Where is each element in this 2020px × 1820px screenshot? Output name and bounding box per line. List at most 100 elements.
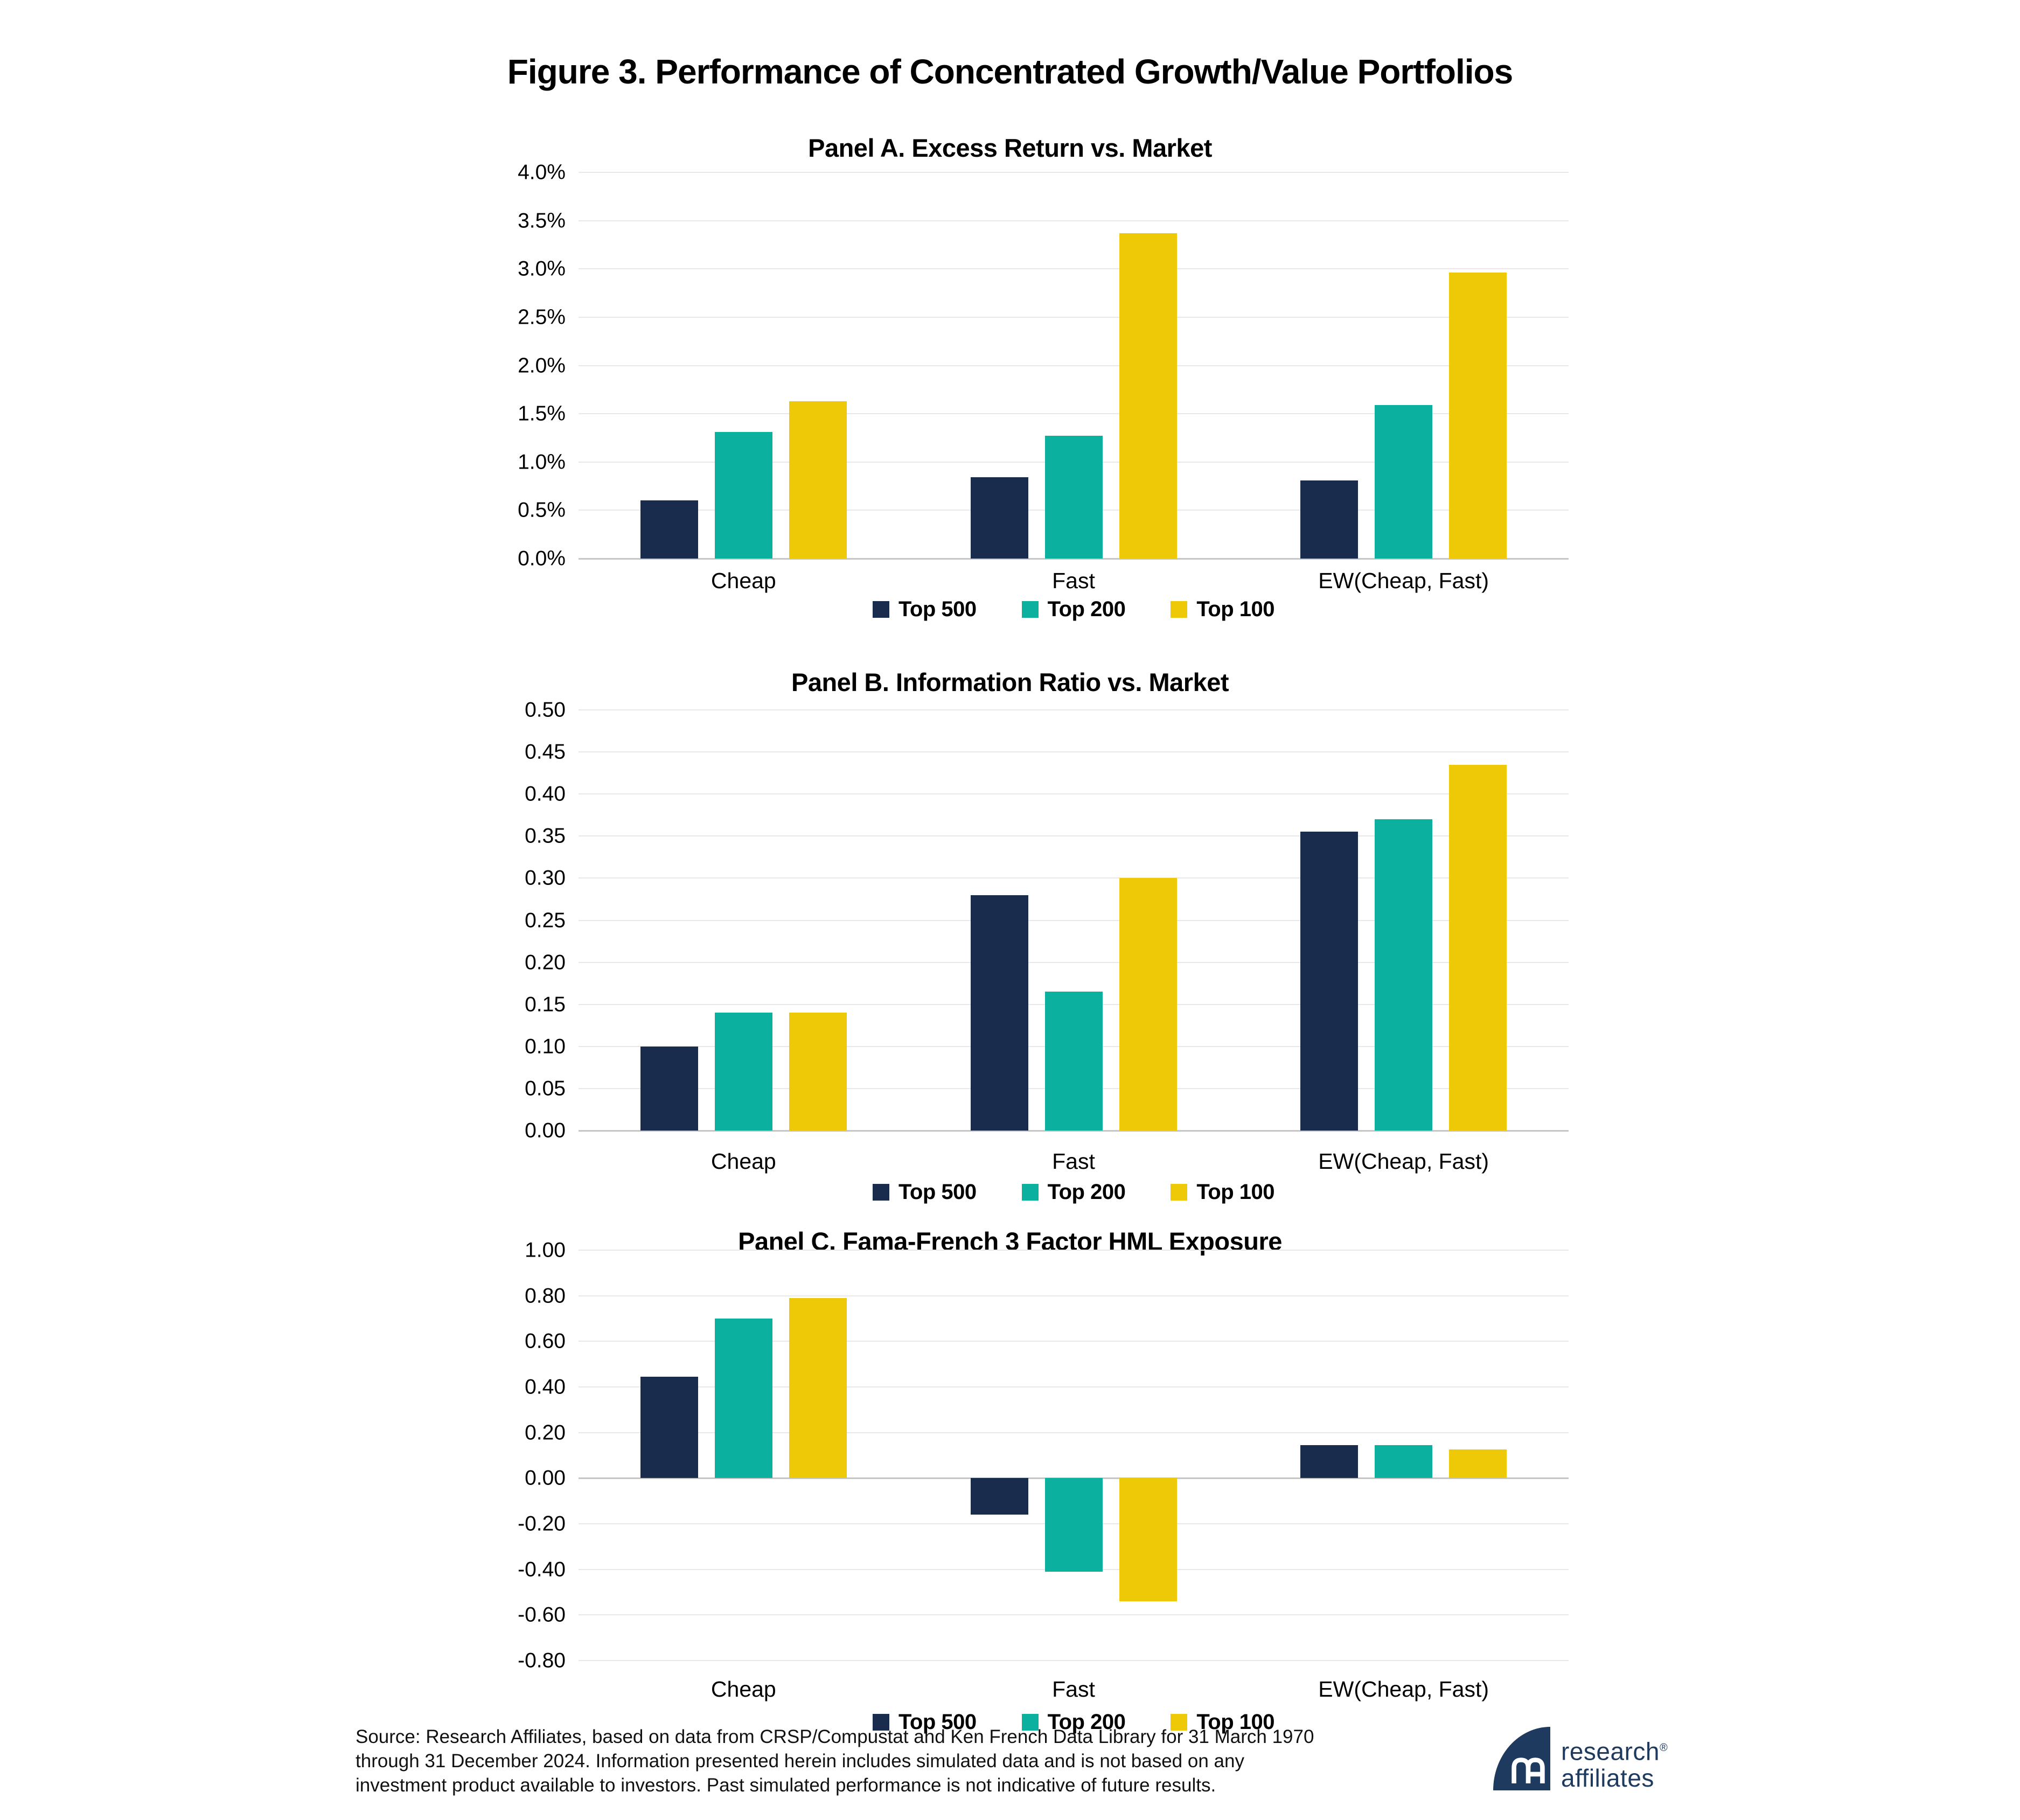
bar-top-100-ew-cheap-fast-: [1449, 273, 1507, 559]
bar-top-100-cheap: [789, 1013, 847, 1131]
category-label: EW(Cheap, Fast): [1318, 568, 1489, 593]
y-axis-tick-label: 0.45: [525, 740, 566, 764]
bar-top-500-cheap: [640, 1376, 698, 1479]
y-axis-tick-label: 0.15: [525, 993, 566, 1016]
panel-c-legend: Top 500 Top 200 Top 100: [579, 1710, 1569, 1734]
bar-top-100-fast: [1119, 878, 1177, 1131]
gridline: [579, 919, 1569, 921]
gridline: [579, 413, 1569, 415]
bar-top-100-fast: [1119, 233, 1177, 559]
panel-c-title: Panel C. Fama-French 3 Factor HML Exposu…: [738, 1227, 1282, 1256]
panel-c-category-axis: Cheap Fast EW(Cheap, Fast): [579, 1677, 1569, 1704]
panel-b-legend: Top 500 Top 200 Top 100: [579, 1180, 1569, 1204]
logo-wordmark: research® affiliates: [1561, 1727, 1668, 1791]
bar-top-100-ew-cheap-fast-: [1449, 764, 1507, 1131]
panel-a-plot-area: 4.0% 3.5% 3.0% 2.5% 2.0% 1.5% 1.0% 0.5% 0.0%: [518, 162, 1569, 569]
bar-top-200-ew-cheap-fast-: [1375, 819, 1433, 1131]
y-axis-tick-label: 0.00: [525, 1119, 566, 1142]
category-label: Cheap: [711, 1677, 776, 1702]
bar-top-200-fast: [1044, 1478, 1103, 1572]
figure-title: Figure 3. Performance of Concentrated Gr…: [507, 52, 1513, 91]
y-axis-tick-label: 0.5%: [518, 498, 566, 522]
zero-axis-line: [579, 557, 1569, 560]
panel-b-category-axis: Cheap Fast EW(Cheap, Fast): [579, 1149, 1569, 1176]
panel-a-chart: 4.0% 3.5% 3.0% 2.5% 2.0% 1.5% 1.0% 0.5% 0.0% Che…: [518, 162, 1569, 621]
gridline: [579, 1250, 1569, 1251]
gridline: [579, 172, 1569, 173]
gridline: [579, 316, 1569, 318]
y-axis-tick-label: 0.50: [525, 698, 566, 722]
legend-item-top-500: Top 500: [872, 597, 977, 622]
legend-swatch-icon: [1021, 1184, 1039, 1201]
legend-label: Top 500: [898, 1180, 977, 1204]
legend-item-top-100: Top 100: [1171, 1710, 1275, 1734]
legend-swatch-icon: [872, 1714, 889, 1731]
bar-top-500-cheap: [640, 500, 698, 559]
category-label: Fast: [1052, 1149, 1095, 1174]
panel-c-plot-area: 1.00 0.80 0.60 0.40 0.20 0.00 -0.20 -0.40 -0.60 -…: [518, 1240, 1569, 1671]
bar-top-200-fast: [1044, 992, 1103, 1131]
y-axis-tick-label: 2.5%: [518, 305, 566, 329]
gridline: [579, 961, 1569, 963]
research-affiliates-logo: research® affiliates: [1493, 1727, 1668, 1791]
bar-top-500-ew-cheap-fast-: [1300, 832, 1359, 1131]
legend-swatch-icon: [872, 1184, 889, 1201]
legend-item-top-100: Top 100: [1171, 597, 1275, 622]
y-axis-tick-label: 0.40: [525, 782, 566, 806]
gridline: [579, 220, 1569, 221]
y-axis-tick-label: 0.10: [525, 1035, 566, 1058]
gridline: [579, 268, 1569, 270]
ra-monogram-icon: [1511, 1758, 1545, 1784]
category-label: Cheap: [711, 1149, 776, 1174]
y-axis-tick-label: 0.00: [525, 1466, 566, 1490]
y-axis-tick-label: 0.0%: [518, 547, 566, 570]
legend-label: Top 200: [1047, 1180, 1126, 1204]
category-label: EW(Cheap, Fast): [1318, 1677, 1489, 1702]
bar-top-500-ew-cheap-fast-: [1300, 480, 1359, 559]
legend-label: Top 100: [1196, 597, 1275, 621]
y-axis-tick-label: 0.25: [525, 909, 566, 932]
y-axis-tick-label: 3.0%: [518, 257, 566, 281]
gridline: [579, 835, 1569, 837]
bar-top-500-fast: [970, 477, 1028, 559]
y-axis-tick-label: -0.60: [518, 1603, 566, 1627]
gridline: [579, 1660, 1569, 1661]
bar-top-100-cheap: [789, 1298, 847, 1479]
bar-top-200-cheap: [714, 1319, 772, 1479]
gridline: [579, 1386, 1569, 1387]
y-axis-tick-label: 2.0%: [518, 354, 566, 377]
y-axis-tick-label: 0.80: [525, 1284, 566, 1308]
gridline: [579, 1432, 1569, 1433]
category-label: EW(Cheap, Fast): [1318, 1149, 1489, 1174]
y-axis-tick-label: 0.35: [525, 824, 566, 848]
y-axis-tick-label: 0.20: [525, 951, 566, 974]
y-axis-tick-label: 4.0%: [518, 161, 566, 184]
category-label: Fast: [1052, 1677, 1095, 1702]
legend-swatch-icon: [1021, 601, 1039, 618]
panel-b-plot-area: 0.50 0.45 0.40 0.35 0.30 0.25 0.20 0.15 0.10 0.05…: [525, 700, 1569, 1141]
legend-item-top-100: Top 100: [1171, 1180, 1275, 1204]
legend-label: Top 100: [1196, 1180, 1275, 1204]
legend-swatch-icon: [1171, 1714, 1188, 1731]
gridline: [579, 793, 1569, 795]
bar-top-200-cheap: [714, 1013, 772, 1131]
legend-swatch-icon: [1171, 601, 1188, 618]
y-axis-tick-label: 0.60: [525, 1329, 566, 1353]
legend-label: Top 500: [898, 597, 977, 621]
legend-item-top-200: Top 200: [1021, 597, 1126, 622]
y-axis-tick-label: 3.5%: [518, 209, 566, 233]
panel-b-title: Panel B. Information Ratio vs. Market: [791, 668, 1229, 696]
y-axis-tick-label: 0.40: [525, 1375, 566, 1399]
legend-item-top-500: Top 500: [872, 1180, 977, 1204]
legend-item-top-500: Top 500: [872, 1710, 977, 1734]
gridline: [579, 1341, 1569, 1342]
y-axis-tick-label: 1.0%: [518, 450, 566, 474]
gridline: [579, 1295, 1569, 1296]
category-label: Cheap: [711, 568, 776, 593]
source-note: Source: Research Affiliates, based on da…: [356, 1726, 1314, 1796]
bar-top-100-cheap: [789, 401, 847, 559]
panel-a-category-axis: Cheap Fast EW(Cheap, Fast): [579, 568, 1569, 595]
bar-top-200-fast: [1044, 436, 1103, 559]
registered-trademark-icon: ®: [1659, 1742, 1668, 1754]
legend-swatch-icon: [1021, 1714, 1039, 1731]
